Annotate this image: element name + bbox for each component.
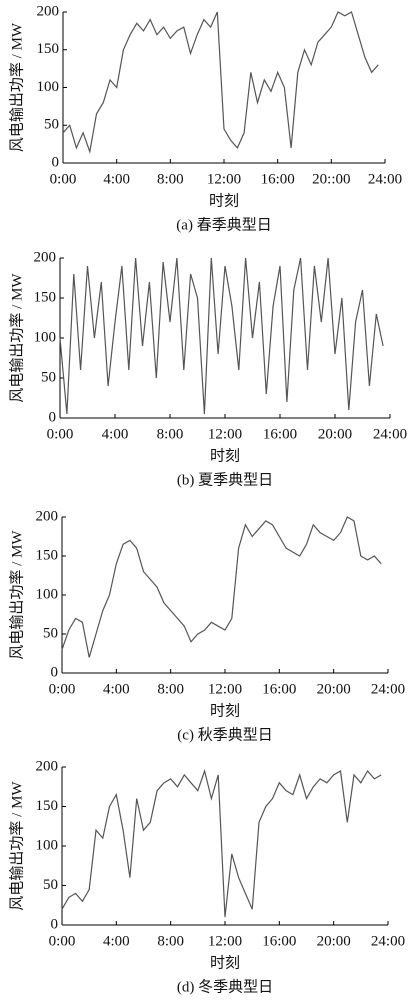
y-axis-label: 风电输出功率 / MW: [8, 22, 25, 152]
x-tick-label: 0:00: [49, 933, 76, 949]
y-tick-label: 100: [36, 837, 59, 853]
y-axis-label: 风电输出功率 / MW: [8, 273, 25, 403]
y-tick-label: 0: [52, 154, 60, 170]
caption: (d) 冬季典型日: [177, 978, 273, 995]
y-tick-label: 150: [34, 289, 57, 305]
x-tick-label: 0:00: [50, 171, 77, 187]
y-tick-label: 100: [34, 329, 57, 345]
x-tick-label: 8:00: [157, 681, 184, 697]
y-tick-label: 150: [36, 798, 59, 814]
power-line: [62, 11, 379, 155]
x-tick-label: 4:00: [102, 426, 129, 442]
x-tick-label: 12:00: [208, 681, 242, 697]
y-tick-label: 100: [37, 79, 60, 95]
x-tick-label: 16:00: [262, 933, 296, 949]
x-tick-label: 20:00: [317, 933, 351, 949]
y-axis-label: 风电输出功率 / MW: [8, 781, 25, 911]
x-tick-label: 24:00: [371, 933, 405, 949]
y-tick-label: 200: [34, 249, 57, 265]
x-tick-label: 8:00: [157, 426, 184, 442]
x-axis-label: 时刻: [209, 192, 239, 209]
x-tick-label: 16:00: [261, 171, 295, 187]
y-tick-label: 200: [36, 758, 59, 774]
x-tick-label: 12:00: [207, 171, 241, 187]
y-tick-label: 150: [37, 41, 60, 57]
caption: (c) 秋季典型日: [177, 726, 272, 743]
x-tick-label: 24:00: [368, 171, 402, 187]
y-tick-label: 200: [37, 3, 60, 19]
x-tick-label: 8:00: [157, 933, 184, 949]
x-tick-label: 4:00: [103, 681, 130, 697]
y-tick-label: 0: [51, 664, 59, 680]
y-tick-label: 50: [41, 369, 56, 385]
y-tick-label: 100: [36, 586, 59, 602]
x-tick-label: 24:00: [373, 426, 407, 442]
caption: (b) 夏季典型日: [177, 471, 273, 488]
x-tick-label: 16:00: [263, 426, 297, 442]
x-tick-label: 24:00: [371, 681, 405, 697]
x-tick-label: 20:00: [317, 681, 351, 697]
x-axis-label: 时刻: [210, 954, 240, 971]
y-tick-label: 150: [36, 547, 59, 563]
x-tick-label: 0:00: [49, 681, 76, 697]
power-line: [59, 257, 384, 415]
x-tick-label: 8:00: [157, 171, 184, 187]
x-tick-label: 20:00: [318, 426, 352, 442]
caption: (a) 春季典型日: [176, 216, 271, 233]
y-tick-label: 50: [43, 625, 58, 641]
power-line: [61, 768, 382, 918]
y-tick-label: 200: [36, 508, 59, 524]
x-axis-label: 时刻: [210, 702, 240, 719]
x-tick-label: 4:00: [103, 933, 130, 949]
x-tick-label: 4:00: [103, 171, 130, 187]
y-tick-label: 0: [49, 409, 57, 425]
x-tick-label: 20::00: [312, 171, 350, 187]
x-axis-label: 时刻: [210, 447, 240, 464]
power-line: [61, 516, 382, 658]
y-tick-label: 50: [43, 877, 58, 893]
x-tick-label: 16:00: [262, 681, 296, 697]
y-tick-label: 50: [44, 117, 59, 133]
y-axis-label: 风电输出功率 / MW: [8, 530, 25, 660]
x-tick-label: 12:00: [208, 426, 242, 442]
y-tick-label: 0: [51, 916, 59, 932]
x-tick-label: 0:00: [47, 426, 74, 442]
x-tick-label: 12:00: [208, 933, 242, 949]
